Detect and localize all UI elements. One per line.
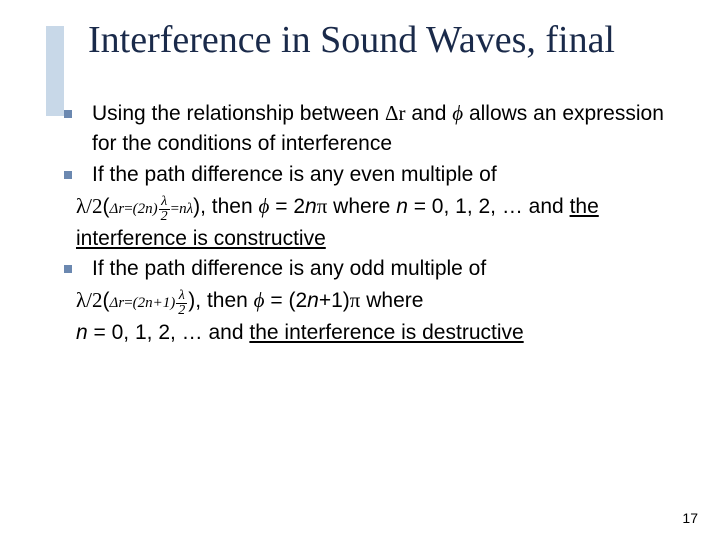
text: , then — [195, 289, 253, 312]
phi: ϕ — [452, 101, 463, 125]
eq: = — [171, 201, 179, 217]
formula-odd: Δr=(2n+1)λ2 — [110, 295, 189, 311]
phi: ϕ — [259, 194, 270, 218]
bullet-item-2-cont: λ/2(Δr=(2n)λ2=nλ), then ϕ = 2nπ where n … — [56, 192, 674, 254]
text: = 0, 1, 2, … and — [408, 195, 570, 218]
formula-even: Δr=(2n)λ2=nλ — [110, 201, 194, 217]
text: = 2 — [269, 195, 305, 218]
phi: ϕ — [254, 288, 265, 312]
pi: π — [350, 288, 361, 312]
lambda-half: λ/2 — [76, 288, 103, 312]
formula-lhs: Δr — [110, 201, 125, 217]
text: = (2 — [265, 289, 308, 312]
eq: = — [124, 295, 132, 311]
n: n — [305, 195, 317, 218]
square-bullet-icon — [64, 110, 72, 118]
delta-r: Δr — [385, 101, 406, 125]
pi: π — [317, 194, 328, 218]
title-region: Interference in Sound Waves, final — [0, 0, 720, 71]
text: where — [327, 195, 396, 218]
text: If the path difference is any even multi… — [92, 163, 497, 186]
text: and — [406, 102, 453, 125]
paren: ( — [103, 289, 110, 312]
eq: = — [124, 201, 132, 217]
text: If the path difference is any odd multip… — [92, 257, 486, 280]
bullet-item-1: Using the relationship between Δr and ϕ … — [56, 99, 674, 159]
formula-lhs: Δr — [110, 295, 125, 311]
lambda-half: λ/2 — [76, 194, 103, 218]
square-bullet-icon — [64, 171, 72, 179]
destructive-underline: the interference is destructive — [249, 321, 523, 344]
formula-nl: nλ — [179, 201, 193, 217]
formula-2n1: (2n+1) — [133, 295, 176, 311]
page-number: 17 — [682, 510, 698, 526]
text: , then — [200, 195, 258, 218]
n: n — [307, 289, 319, 312]
text: where — [360, 289, 423, 312]
bullet-item-3-cont2: n = 0, 1, 2, … and the interference is d… — [56, 318, 674, 348]
text: Using the relationship between — [92, 102, 385, 125]
slide-body: Using the relationship between Δr and ϕ … — [0, 71, 720, 348]
slide-title: Interference in Sound Waves, final — [88, 18, 680, 63]
square-bullet-icon — [64, 265, 72, 273]
frac-den: 2 — [176, 304, 187, 318]
fraction: λ2 — [176, 289, 187, 318]
bullet-item-3: If the path difference is any odd multip… — [56, 254, 674, 284]
frac-num: λ — [159, 195, 170, 210]
n: n — [396, 195, 408, 218]
bullet-item-2: If the path difference is any even multi… — [56, 160, 674, 190]
n: n — [76, 321, 88, 344]
paren: ( — [103, 195, 110, 218]
fraction: λ2 — [159, 195, 170, 224]
frac-num: λ — [176, 289, 187, 304]
text: +1) — [319, 289, 350, 312]
text: = 0, 1, 2, … and — [88, 321, 250, 344]
bullet-item-3-cont: λ/2(Δr=(2n+1)λ2), then ϕ = (2n+1)π where — [56, 286, 674, 318]
frac-den: 2 — [159, 210, 170, 224]
formula-2n: (2n) — [133, 201, 158, 217]
